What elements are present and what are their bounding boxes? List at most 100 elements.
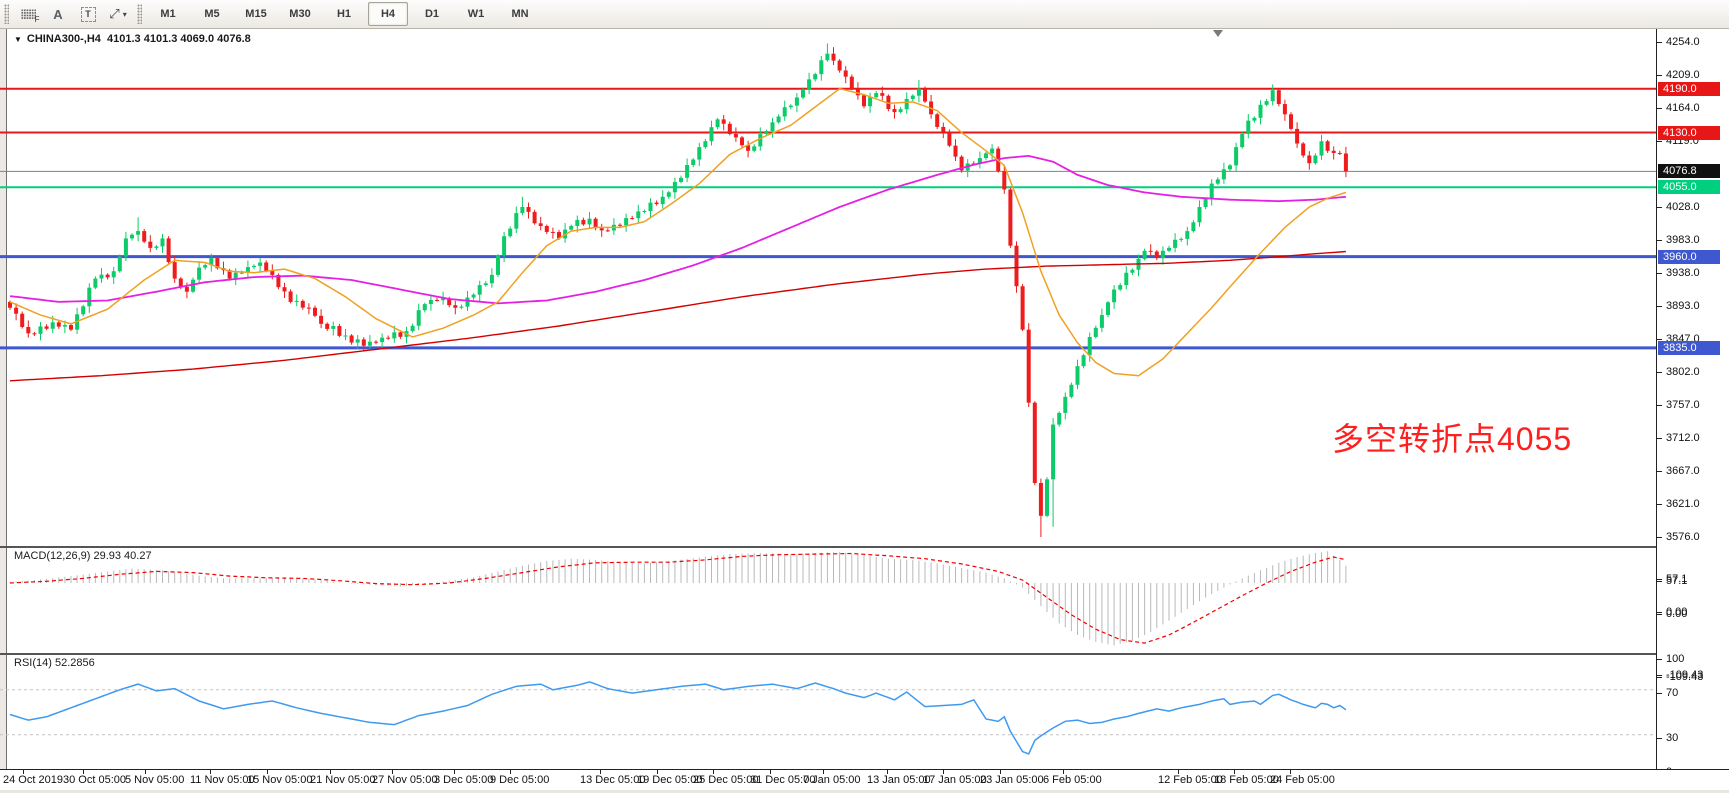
macd-canvas[interactable] [0, 548, 1656, 653]
axis-tick [1657, 140, 1662, 142]
timeframe-button-H4[interactable]: H4 [368, 2, 408, 26]
axis-tick [1657, 737, 1662, 739]
rsi-canvas[interactable] [0, 655, 1656, 769]
chart-title[interactable]: ▼ CHINA300-,H4 4101.3 4101.3 4069.0 4076.… [14, 33, 251, 45]
date-label: 12 Feb 05:00 [1158, 774, 1223, 786]
panel-separator[interactable] [0, 546, 1729, 548]
axis-tick [1657, 612, 1662, 613]
date-tick [510, 770, 511, 774]
date-label: 31 Dec 05:00 [750, 774, 816, 786]
axis-tick [1657, 537, 1662, 538]
date-tick [770, 770, 771, 774]
price-axis[interactable]: 4254.0 4209.0 4164.0 4119.0 4028.0 3983.0 3938… [1656, 29, 1729, 778]
date-label: 25 Dec 05:00 [693, 774, 759, 786]
window-left-edge [0, 29, 7, 790]
date-tick [823, 770, 824, 774]
axis-tick-label: 100 [1666, 653, 1685, 665]
arrow-tool-icon: ⤢ [109, 6, 120, 21]
date-tick [887, 770, 888, 774]
timeframe-button-W1[interactable]: W1 [467, 8, 485, 20]
macd-label: MACD(12,26,9) 29.93 40.27 [14, 550, 152, 562]
toolbar-grip-2[interactable] [137, 4, 142, 24]
timeframe-button-H1[interactable]: H1 [336, 8, 352, 20]
axis-tick [1657, 659, 1662, 660]
horizontal-level-lines [0, 87, 1656, 350]
date-tick [1234, 770, 1235, 774]
axis-tick-label: 0.00 [1666, 606, 1688, 618]
price-badge-3835.0: 3835.0 [1658, 340, 1720, 355]
date-tick [657, 770, 658, 774]
indicators-grid-icon: F [20, 9, 40, 24]
panel-separator-2[interactable] [0, 653, 1729, 655]
toolbar-grip[interactable] [4, 4, 9, 24]
axis-tick [1657, 437, 1662, 439]
date-label: 15 Nov 05:00 [247, 774, 313, 786]
axis-tick-label: 3667.0 [1666, 464, 1700, 477]
main-chart-canvas[interactable] [0, 29, 1656, 546]
price-badge-4190.0: 4190.0 [1658, 81, 1720, 96]
date-tick [1290, 770, 1291, 774]
axis-tick [1657, 404, 1662, 406]
axis-tick-label: 4254.0 [1666, 36, 1700, 48]
text-label-icon[interactable]: A [45, 2, 71, 26]
axis-tick [1657, 107, 1662, 109]
date-tick [267, 770, 268, 774]
macd-signal-line [9, 552, 1347, 644]
date-tick [1000, 770, 1001, 774]
timeframe-button-M30[interactable]: M30 [289, 8, 311, 20]
timeframe-button-MN[interactable]: MN [511, 8, 529, 20]
axis-tick-label: -109.43 [1666, 671, 1704, 684]
ma-fast-line [9, 87, 1347, 377]
date-tick [83, 770, 84, 774]
timeframe-button-D1[interactable]: D1 [424, 8, 440, 20]
axis-tick-label: 0.00 [1666, 608, 1688, 620]
main-chart-panel[interactable] [0, 29, 1656, 546]
rsi-panel[interactable] [0, 655, 1656, 769]
axis-tick [1657, 677, 1662, 679]
rsi-label: RSI(14) 52.2856 [14, 657, 95, 669]
axis-tick [1657, 339, 1662, 341]
candles [8, 43, 1348, 537]
timeframe-button-M5[interactable]: M5 [204, 8, 220, 20]
axis-tick-label: 3938.0 [1666, 266, 1700, 279]
date-axis[interactable]: 24 Oct 2019 30 Oct 05:00 5 Nov 05:00 11 Nov… [0, 769, 1729, 791]
date-tick [713, 770, 714, 774]
axis-tick-label: 3757.0 [1666, 398, 1700, 411]
price-badge-3960.0: 3960.0 [1658, 249, 1720, 264]
timeframe-button-M1[interactable]: M1 [160, 8, 176, 20]
date-label: 23 Jan 05:00 [980, 774, 1044, 786]
date-label: 30 Oct 05:00 [63, 774, 126, 786]
date-label: 3 Dec 05:00 [434, 774, 494, 786]
axis-tick [1657, 692, 1662, 694]
axis-tick [1657, 372, 1662, 373]
axis-tick [1657, 578, 1662, 580]
ma-slow-line [9, 250, 1346, 382]
date-label: 24 Feb 05:00 [1270, 774, 1335, 786]
axis-tick-label: 30 [1666, 731, 1679, 744]
date-tick [23, 770, 24, 774]
date-tick [210, 770, 211, 774]
price-badge-4055.0: 4055.0 [1658, 180, 1720, 195]
date-label: 13 Jan 05:00 [867, 774, 931, 786]
symbol-dropdown-icon[interactable]: ▼ [14, 35, 22, 44]
chart-shift-marker[interactable] [1213, 30, 1223, 37]
arrow-tool-icon[interactable]: ⤢ ▾ [105, 2, 131, 26]
axis-tick [1657, 305, 1662, 307]
axis-tick [1657, 470, 1662, 472]
date-tick [943, 770, 944, 774]
timeframe-button-M15[interactable]: M15 [245, 8, 267, 20]
text-box-icon[interactable]: T [75, 2, 101, 26]
dropdown-caret-icon[interactable]: ▾ [122, 9, 127, 19]
date-tick [1063, 770, 1064, 774]
indicators-grid-icon[interactable]: F [15, 2, 41, 26]
date-tick [600, 770, 601, 774]
axis-tick-label: 4028.0 [1666, 201, 1700, 213]
axis-tick [1657, 614, 1662, 615]
axis-tick [1657, 272, 1662, 274]
date-label: 18 Feb 05:00 [1214, 774, 1279, 786]
axis-tick-label: -109.43 [1666, 669, 1704, 682]
price-badge-4130.0: 4130.0 [1658, 125, 1720, 140]
macd-panel[interactable] [0, 548, 1656, 653]
date-label: 19 Dec 05:00 [637, 774, 703, 786]
